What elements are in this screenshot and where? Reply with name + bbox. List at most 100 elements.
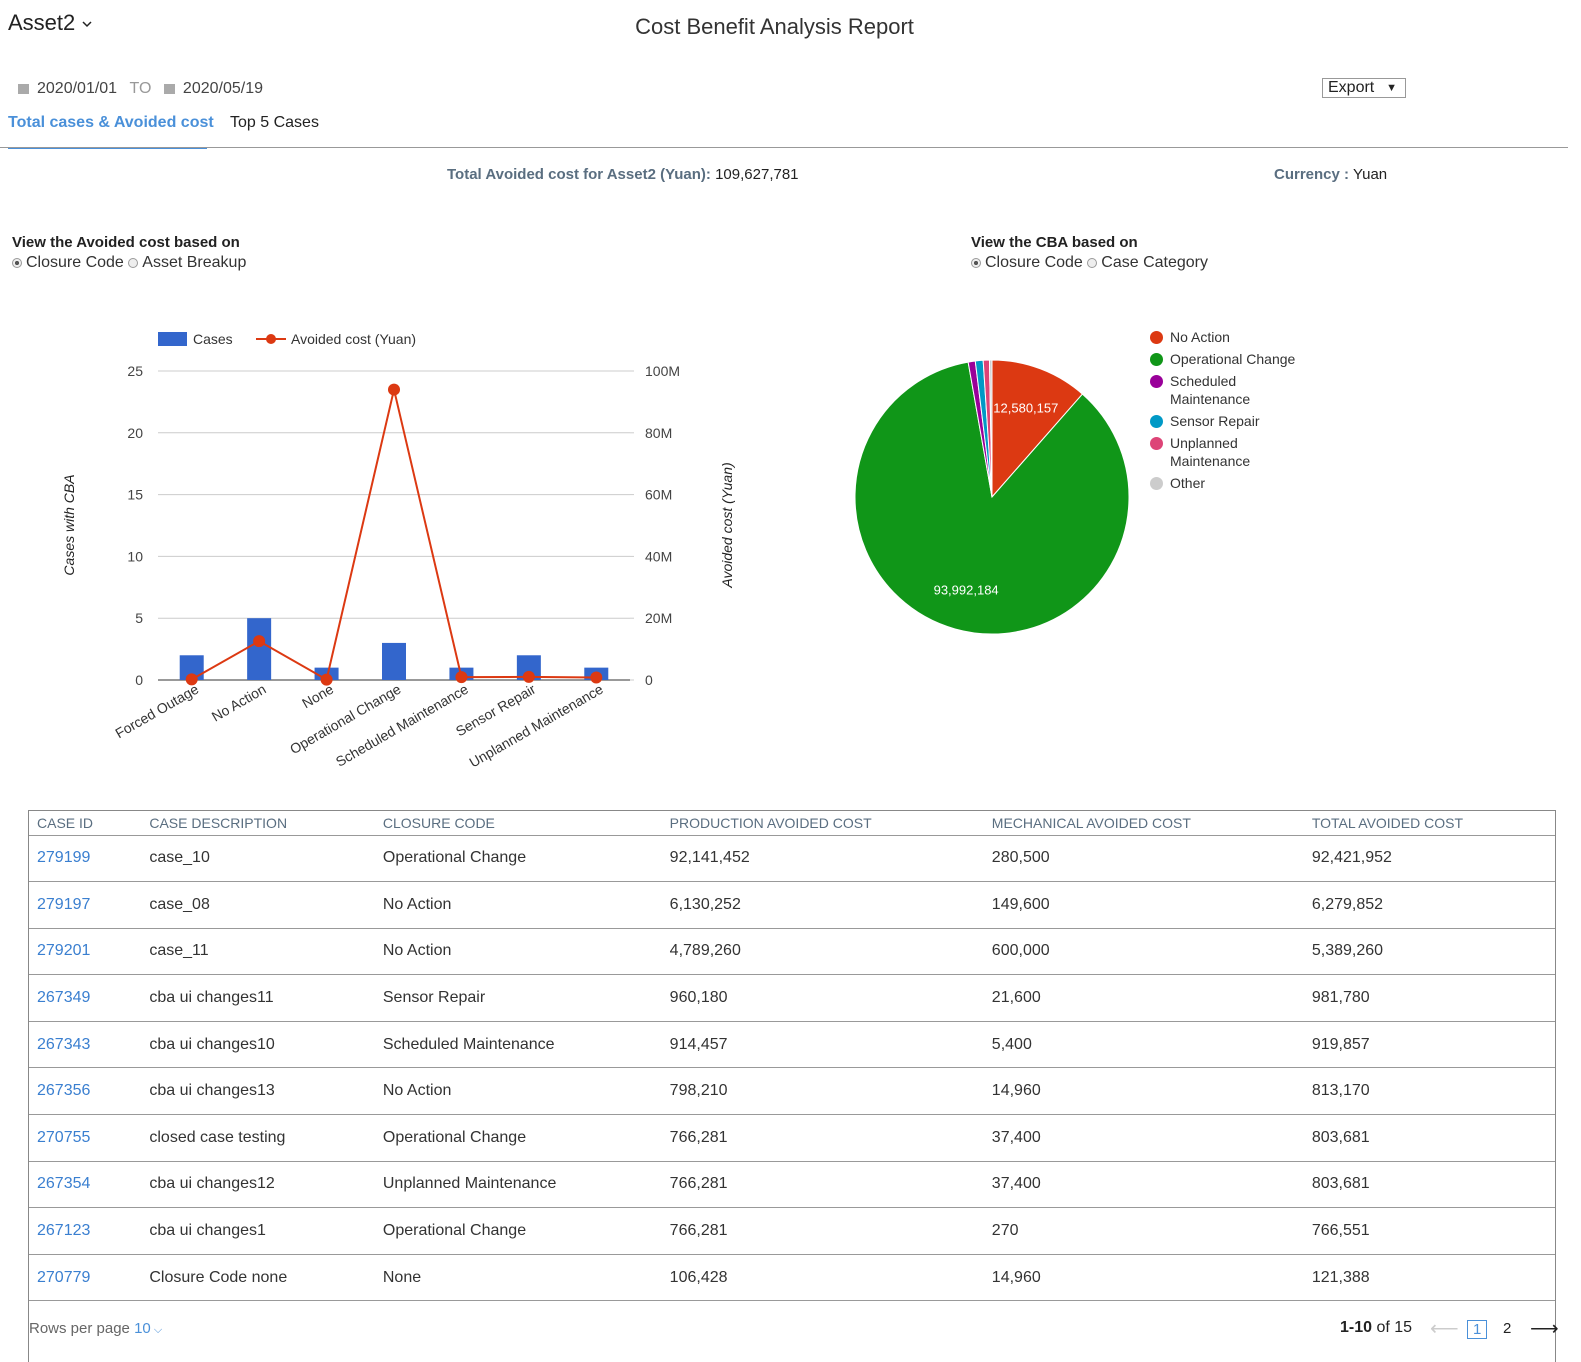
case-link[interactable]: 267123 <box>37 1222 91 1240</box>
page-range: 1-10 of 15 <box>1340 1319 1412 1337</box>
y2-tick-label: 80M <box>645 425 672 441</box>
table-cell: 92,421,952 <box>1311 849 1392 867</box>
legend-label: No Action <box>1170 329 1230 345</box>
table-row: 279199 case_10 Operational Change 92,141,45… <box>29 835 1555 882</box>
page-current[interactable]: 1 <box>1467 1320 1488 1339</box>
table-cell: 5,400 <box>991 1035 1032 1053</box>
asset-selector[interactable]: Asset2 <box>8 10 93 36</box>
table-cell: 14,960 <box>991 1268 1041 1286</box>
table-cell: 280,500 <box>991 849 1050 867</box>
table-cell: Scheduled Maintenance <box>382 1035 555 1053</box>
table-cell: 600,000 <box>991 942 1050 960</box>
radio-label[interactable]: Asset Breakup <box>142 254 247 271</box>
rows-value[interactable]: 10 <box>134 1320 151 1337</box>
table-cell: cba ui changes11 <box>149 989 274 1007</box>
legend-label: Operational Change <box>1170 351 1296 367</box>
rows-per-page[interactable]: Rows per page 10 ⌵ <box>29 1320 163 1337</box>
legend-item: Sensor Repair <box>1150 412 1300 430</box>
right-options[interactable]: Closure Code Case Category <box>971 254 1208 272</box>
currency-label: Currency : <box>1274 166 1350 183</box>
case-link[interactable]: 270779 <box>37 1268 91 1286</box>
case-link[interactable]: 267356 <box>37 1082 91 1100</box>
table-cell: No Action <box>382 895 452 913</box>
table-cell: cba ui changes13 <box>149 1082 275 1100</box>
legend-dot <box>1150 415 1163 428</box>
table-cell: No Action <box>382 942 452 960</box>
table-cell: 914,457 <box>669 1035 728 1053</box>
legend-label: Unplanned Maintenance <box>1170 435 1251 469</box>
page-link[interactable]: 2 <box>1503 1320 1512 1337</box>
date-to[interactable]: 2020/05/19 <box>182 80 263 97</box>
line-point <box>253 635 266 648</box>
radio-label[interactable]: Closure Code <box>26 254 124 271</box>
y-tick-label: 15 <box>127 487 143 503</box>
table-cell: Operational Change <box>382 849 527 867</box>
case-link[interactable]: 270755 <box>37 1128 91 1146</box>
table-row: 267354 cba ui changes12 Unplanned Maintena… <box>29 1161 1555 1208</box>
date-range[interactable]: 2020/01/01 TO 2020/05/19 <box>18 80 263 98</box>
column-header: TOTAL AVOIDED COST <box>1311 815 1464 832</box>
table-cell: None <box>382 1268 422 1286</box>
case-link[interactable]: 267349 <box>37 989 91 1007</box>
y2-tick-label: 100M <box>645 363 680 379</box>
table-cell: Closure Code none <box>149 1268 288 1286</box>
table-cell: closed case testing <box>149 1128 286 1146</box>
legend-label: Other <box>1170 475 1206 491</box>
line-point <box>320 673 333 686</box>
table-cell: 766,551 <box>1311 1222 1370 1240</box>
table-cell: Sensor Repair <box>382 989 486 1007</box>
asset-name[interactable]: Asset2 <box>8 10 76 35</box>
radio-label[interactable]: Case Category <box>1101 254 1208 271</box>
table-row: 270755 closed case testing Operational Cha… <box>29 1115 1555 1162</box>
case-link[interactable]: 267354 <box>37 1175 91 1193</box>
pie-legend: No Action Operational Change Scheduled Mai… <box>1150 328 1300 496</box>
rows-label: Rows per page <box>29 1320 130 1337</box>
table-row: 267343 cba ui changes10 Scheduled Maintena… <box>29 1021 1555 1068</box>
y2-axis-title: Avoided cost (Yuan) <box>719 462 735 588</box>
table-cell: cba ui changes10 <box>149 1035 275 1053</box>
next[interactable]: ⟶ <box>1530 1318 1559 1340</box>
table-cell: case_10 <box>149 849 210 867</box>
table-cell: 766,281 <box>669 1175 728 1193</box>
table-cell: Operational Change <box>382 1128 527 1146</box>
radio-label[interactable]: Closure Code <box>985 254 1083 271</box>
x-tick-label: Forced Outage <box>112 681 201 742</box>
pie-slice <box>854 361 1130 635</box>
export-label[interactable]: Export <box>1328 79 1375 96</box>
bar <box>247 618 272 680</box>
legend-dot <box>1150 437 1163 450</box>
tab[interactable]: Top 5 Cases <box>230 114 319 131</box>
y-tick-label: 10 <box>127 548 143 564</box>
column-header: MECHANICAL AVOIDED COST <box>991 815 1191 832</box>
case-link[interactable]: 279201 <box>37 942 91 960</box>
case-link[interactable]: 279197 <box>37 895 91 913</box>
column-header: CASE DESCRIPTION <box>149 815 288 832</box>
legend-swatch <box>158 332 187 346</box>
y-tick-label: 0 <box>135 672 143 688</box>
y-axis-title: Cases with CBA <box>61 474 77 575</box>
export-select[interactable]: Export ▼ <box>1322 78 1406 98</box>
table-cell: 766,281 <box>669 1222 728 1240</box>
table-cell: 92,141,452 <box>669 849 750 867</box>
column-header: PRODUCTION AVOIDED COST <box>669 815 872 832</box>
case-link[interactable]: 279199 <box>37 849 91 867</box>
chevron <box>82 21 92 28</box>
line-point <box>185 673 198 686</box>
table-cell: No Action <box>382 1082 452 1100</box>
left-options[interactable]: Closure Code Asset Breakup <box>12 254 246 272</box>
tab-active[interactable]: Total cases & Avoided cost <box>8 114 214 149</box>
table-cell: Operational Change <box>382 1222 527 1240</box>
table-cell: 106,428 <box>669 1268 728 1286</box>
case-link[interactable]: 267343 <box>37 1035 91 1053</box>
legend-item: No Action <box>1150 328 1300 346</box>
currency-value: Yuan <box>1352 166 1388 183</box>
table-cell: cba ui changes12 <box>149 1175 275 1193</box>
prev[interactable]: ⟵ <box>1430 1318 1459 1340</box>
slice-label: 93,992,184 <box>934 582 999 597</box>
line-point <box>388 383 400 396</box>
date-from[interactable]: 2020/01/01 <box>37 80 118 97</box>
table-cell: 803,681 <box>1311 1128 1370 1146</box>
table-cell: 813,170 <box>1311 1082 1370 1100</box>
legend-item: Scheduled Maintenance <box>1150 372 1300 408</box>
